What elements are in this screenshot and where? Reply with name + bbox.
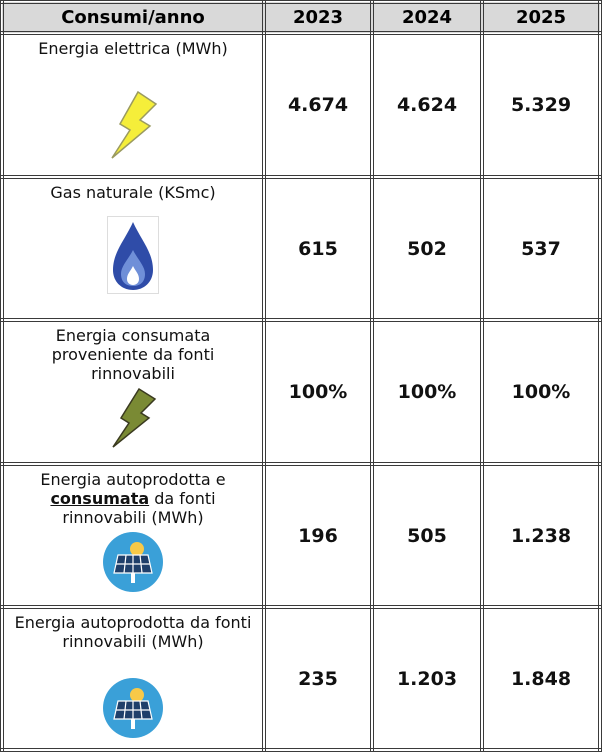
row-label: Energia elettrica (MWh)	[0, 31, 266, 179]
value-cell: 615	[262, 175, 374, 322]
label-text: Energia elettrica (MWh)	[38, 39, 228, 58]
row: Energia autoprodotta da fonti rinnovabil…	[0, 605, 602, 752]
label-text: Gas naturale (KSmc)	[50, 183, 216, 202]
label-text: da fonti rinnovabili (MWh)	[62, 489, 216, 527]
row-label: Gas naturale (KSmc)	[0, 175, 266, 322]
row-label: Energia consumata proveniente da fonti r…	[0, 318, 266, 466]
value-cell: 537	[480, 175, 602, 322]
label-text: Energia consumata proveniente da fonti r…	[51, 326, 215, 383]
value-cell: 235	[262, 605, 374, 752]
value-cell: 4.674	[262, 31, 374, 179]
value-cell: 100%	[370, 318, 484, 466]
header-cell: 2025	[480, 0, 602, 35]
header-cell: 2024	[370, 0, 484, 35]
value-cell: 505	[370, 462, 484, 609]
header-row: Consumi/anno 2023 2024 2025	[0, 0, 602, 35]
value-cell: 1.203	[370, 605, 484, 752]
solar-icon	[103, 678, 163, 738]
value-cell: 1.238	[480, 462, 602, 609]
value-cell: 4.624	[370, 31, 484, 179]
solar-icon	[103, 532, 163, 592]
label-emphasis: consumata	[50, 489, 150, 508]
header-cell: 2023	[262, 0, 374, 35]
row: Gas naturale (KSmc) 615 502 537	[0, 175, 602, 322]
row: Energia autoprodotta e consumata da font…	[0, 462, 602, 609]
value-cell: 502	[370, 175, 484, 322]
row: Energia elettrica (MWh) 4.674 4.624 5.32…	[0, 31, 602, 179]
row-label: Energia autoprodotta da fonti rinnovabil…	[0, 605, 266, 752]
green-lightning-icon	[112, 387, 157, 448]
header-cell: Consumi/anno	[0, 0, 266, 35]
row-label: Energia autoprodotta e consumata da font…	[0, 462, 266, 609]
value-cell: 196	[262, 462, 374, 609]
value-cell: 100%	[262, 318, 374, 466]
value-cell: 5.329	[480, 31, 602, 179]
lightning-icon	[111, 90, 158, 159]
label-text: Energia autoprodotta da fonti rinnovabil…	[14, 613, 252, 651]
value-cell: 100%	[480, 318, 602, 466]
gas-icon	[107, 216, 159, 294]
row: Energia consumata proveniente da fonti r…	[0, 318, 602, 466]
value-cell: 1.848	[480, 605, 602, 752]
label-text: Energia autoprodotta e	[40, 470, 226, 489]
